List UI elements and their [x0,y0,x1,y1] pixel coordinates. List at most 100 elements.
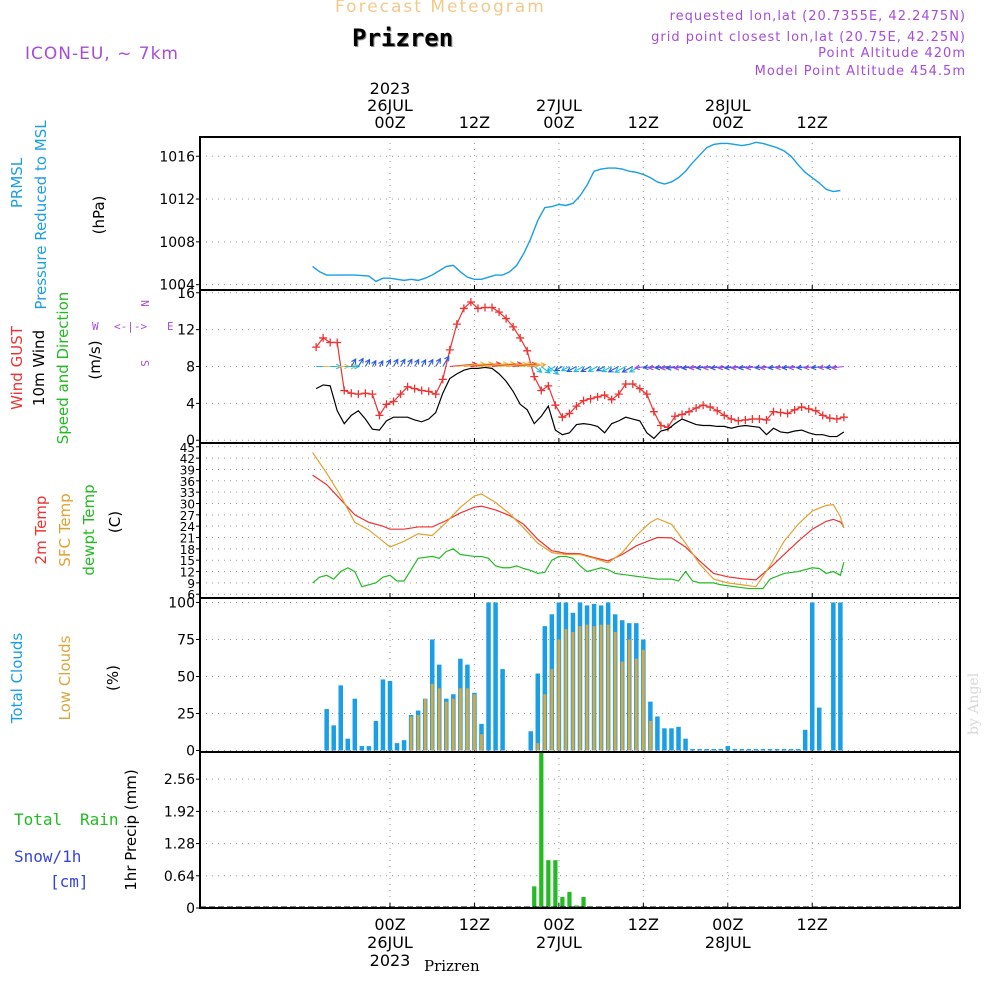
low-cloud-bar [536,743,540,751]
wind-direction-arrow [350,358,357,367]
total-cloud-bar [760,749,766,751]
wind-direction-arrow [607,366,619,373]
total-cloud-bar [542,626,548,751]
gust-marker [473,304,482,313]
wind-direction-arrow [621,366,634,373]
wind-direction-arrow [614,366,627,373]
y-tick-label: 33 [180,486,195,500]
low-cloud-bar [466,688,469,751]
y-tick-label: 1012 [159,192,195,208]
gust-marker [312,343,321,352]
temp-2m-line [312,474,845,581]
total-cloud-bar [753,749,759,751]
y-tick-label: 36 [180,475,195,489]
gust-marker [459,304,468,313]
gust-marker [375,411,384,420]
total-cloud-bar [669,728,674,751]
gust-marker [769,407,778,416]
low-cloud-bar [585,624,589,751]
gust-marker [445,345,454,354]
total-rain-label-rain: Rain [80,810,119,829]
gust-marker [502,314,511,323]
time-label-bottom: 12Z [459,915,490,934]
y-tick-label: 30 [180,497,195,511]
gust-marker [509,322,518,331]
total-cloud-bar [732,749,738,751]
gust-marker [734,416,743,425]
low-cloud-bar [550,669,554,751]
total-cloud-bar [690,749,695,751]
low-cloud-bar [627,639,631,751]
total-cloud-bar [831,602,836,751]
total-cloud-bar [338,685,343,751]
low-cloud-bar [592,626,596,751]
gust-marker [628,380,637,389]
wind-direction-arrow [364,358,371,367]
y-tick-label: 16 [177,286,195,302]
wind-direction-arrow [767,364,781,371]
gust-marker [572,402,581,411]
total-cloud-bar [352,698,358,751]
time-label-bottom: 00Z [712,915,743,934]
wind-direction-arrow [421,358,427,367]
rain-bar [553,860,558,908]
wind-direction-arrow [547,366,560,375]
rain-bar [546,860,551,908]
gust-marker [593,392,602,401]
rain-bar [539,752,544,908]
low-cloud-bar [451,698,455,751]
wind-label: 10m Wind [30,330,48,406]
wind-direction-arrow [393,358,399,367]
gust-marker [389,397,398,406]
gust-marker [699,401,708,410]
gust-marker [804,404,813,413]
total-cloud-bar [788,749,794,751]
gust-marker [748,415,757,424]
gust-marker [396,390,405,399]
y-tick-label: 0 [186,901,195,917]
total-cloud-bar [373,720,379,751]
gust-marker [495,308,504,317]
time-label-top: 00Z [374,113,405,132]
wind-direction-arrow [385,358,392,367]
compass-w: W [92,320,99,333]
wind-direction-arrow [442,355,450,367]
gust-marker [642,390,651,399]
time-label-top: 28JUL [705,96,751,115]
gust-marker [720,411,729,420]
gust-marker [713,406,722,415]
time-label-top: 00Z [712,113,743,132]
requested-coords: requested lon,lat (20.7355E, 42.2475N) [669,9,966,24]
total-cloud-bar [767,749,773,751]
time-label-bottom: 00Z [543,915,574,934]
y-tick-label: 21 [180,532,195,546]
model-altitude: Model Point Altitude 454.5m [754,64,966,79]
gust-marker [537,386,546,395]
wind-direction-arrow [730,364,746,371]
y-tick-label: 9 [187,577,195,591]
y-tick-label: 8 [186,360,195,376]
gust-marker [551,401,560,410]
time-label-bottom: 2023 [370,951,411,970]
y-tick-label: 42 [180,452,195,466]
gust-marker [530,372,539,381]
wind-direction-arrow [723,364,739,371]
y-tick-label: 12 [180,566,195,580]
gust-marker [382,400,391,409]
clouds-unit-label: (%) [104,665,122,691]
time-label-bottom: 27JUL [536,933,582,952]
pressure-unit-label: (hPa) [90,196,108,235]
y-tick-label: 15 [180,554,195,568]
wind-direction-arrow [527,362,547,369]
gust-marker [783,409,792,418]
low-cloud-bar [430,683,434,751]
sfc-temp-label: SFC Temp [56,493,74,566]
total-rain-label-total: Total [14,810,62,829]
credit-watermark: by Angel [966,672,982,735]
y-tick-label: 0.64 [164,869,195,885]
gust-marker [326,338,335,347]
gust-marker [417,386,426,395]
wind-direction-arrow [400,358,406,367]
time-label-top: 12Z [459,113,490,132]
